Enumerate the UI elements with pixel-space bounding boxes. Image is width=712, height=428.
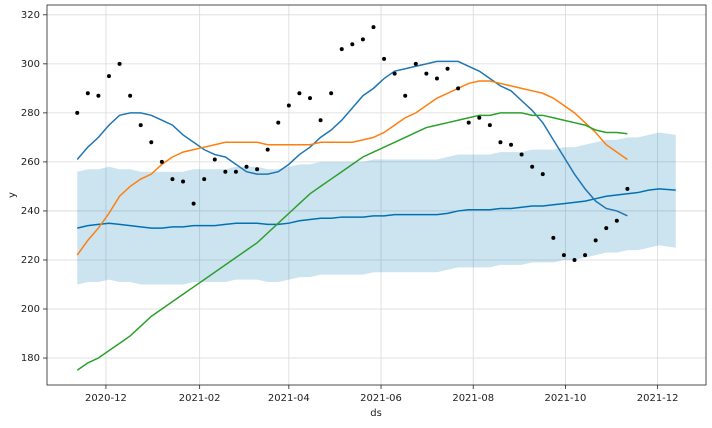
observed-point [329,91,334,96]
observed-point [350,42,355,47]
y-tick-label: 240 [21,206,40,217]
observed-point [561,253,566,258]
observed-point [212,157,217,162]
line [76,60,628,217]
plot-frame [46,4,707,386]
uncertainty-band [77,132,676,285]
observed-point [371,25,376,30]
observed-point [286,103,291,108]
observed-point [223,169,228,174]
observed-point [392,71,397,76]
observed-point [244,164,249,169]
observed-point [339,47,344,52]
observed-point [255,167,260,172]
observed-point [106,74,111,79]
observed-point [138,123,143,128]
x-tick-label: 2021-04 [268,393,310,404]
y-tick-label: 260 [21,157,40,168]
x-tick-label: 2021-10 [545,393,587,404]
observed-point [487,123,492,128]
x-tick-label: 2021-12 [637,393,679,404]
observed-point [625,186,630,191]
observed-point [519,152,524,157]
observed-point [572,257,577,262]
observed-point [159,159,164,164]
observed-point [170,177,175,182]
y-tick-label: 320 [21,10,40,21]
observed-point [233,169,238,174]
observed-point [551,235,556,240]
x-axis-label: ds [370,408,382,419]
observed-point [276,120,281,125]
x-tick-label: 2021-08 [452,393,494,404]
observed-point [403,93,408,98]
line [76,80,628,256]
x-tick-label: 2021-02 [179,393,221,404]
observed-point [466,120,471,125]
line [76,112,628,371]
observed-point [117,61,122,66]
observed-point [498,140,503,145]
observed-point [181,179,186,184]
observed-point [445,66,450,71]
observed-point [604,226,609,231]
y-tick-label: 220 [21,255,40,266]
y-tick-label: 300 [21,59,40,70]
observed-point [434,76,439,81]
line [77,188,676,229]
observed-point [96,93,101,98]
y-tick-label: 280 [21,108,40,119]
observed-point [540,172,545,177]
observed-point [318,118,323,123]
series-group [75,25,676,371]
x-tick-label: 2021-06 [360,393,402,404]
observed-point [614,218,619,223]
observed-point [413,61,418,66]
observed-point [265,147,270,152]
observed-point [360,37,365,42]
observed-point [583,253,588,258]
observed-point [477,115,482,120]
observed-point [85,91,90,96]
y-tick-label: 180 [21,353,40,364]
observed-point [128,93,133,98]
observed-point [307,96,312,101]
y-tick-label: 200 [21,304,40,315]
observed-point [382,56,387,61]
observed-point [297,91,302,96]
observed-point [456,86,461,91]
observed-point [75,110,80,115]
plot-layer: 180 200 220 240 260 280 300 320 2020-12 2021-02 20… [21,4,707,404]
observed-point [530,164,535,169]
observed-point [593,238,598,243]
observed-point [149,140,154,145]
observed-point [509,142,514,147]
observed-point [424,71,429,76]
y-axis-label: y [7,192,18,198]
observed-point [202,177,207,182]
observed-point [191,201,196,206]
x-tick-label: 2020-12 [85,393,127,404]
